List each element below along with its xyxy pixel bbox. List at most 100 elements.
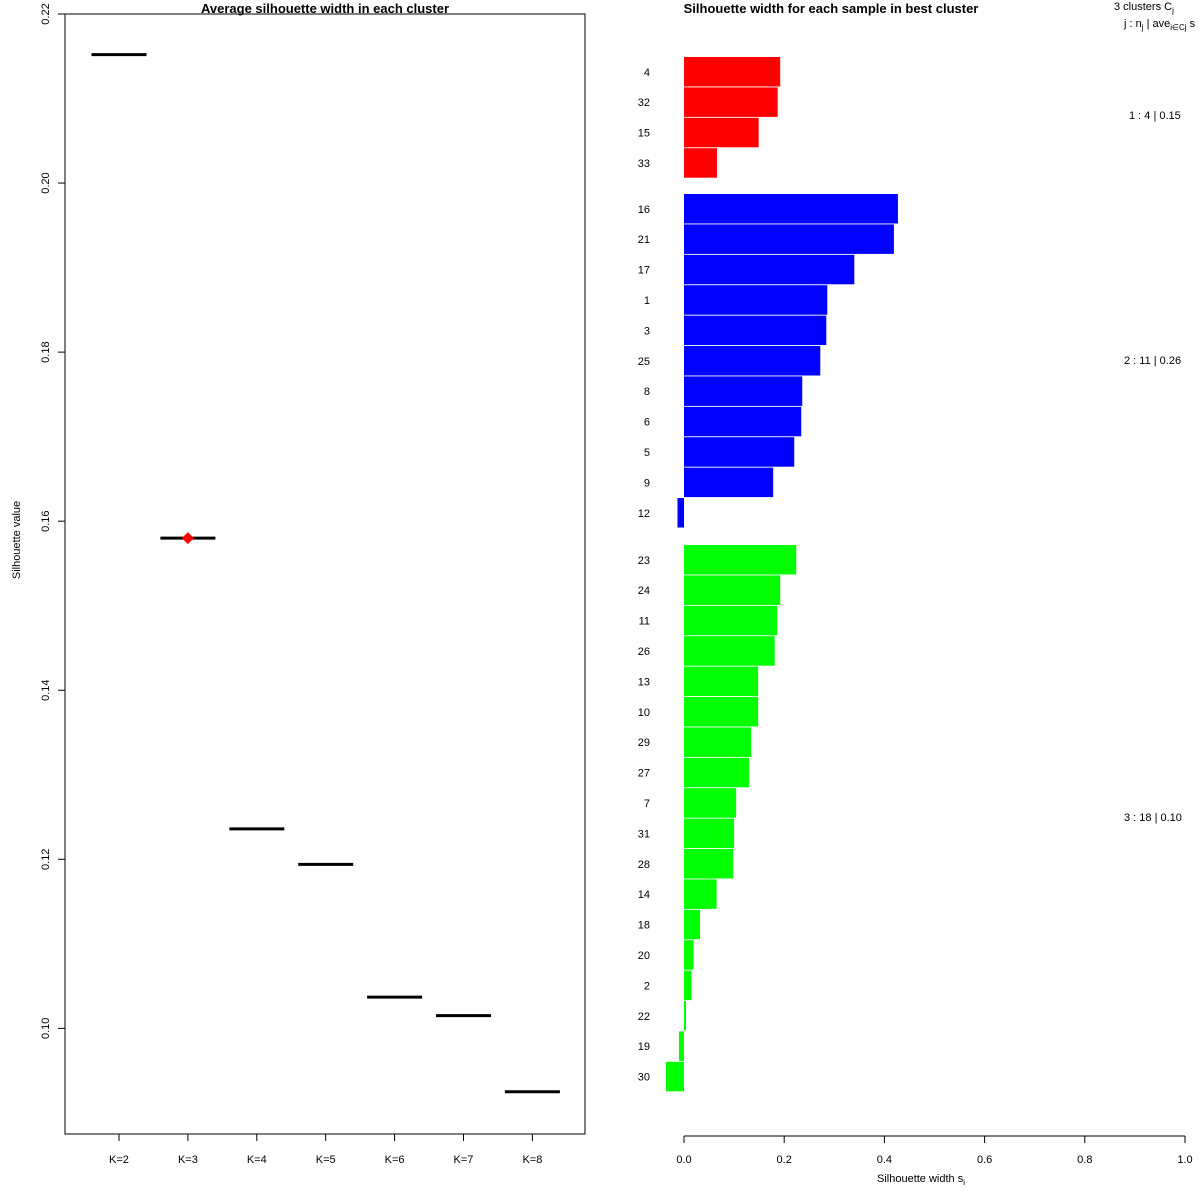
silhouette-bar-sample-19: [678, 1031, 684, 1061]
sample-label-13: 13: [638, 676, 650, 688]
cluster-1-summary: 1 : 4 | 0.15: [1129, 110, 1181, 122]
sample-label-23: 23: [638, 555, 650, 567]
silhouette-bar-sample-22: [684, 1001, 687, 1031]
silhouette-bar-sample-8: [684, 376, 803, 406]
sample-label-16: 16: [638, 204, 650, 216]
sample-label-10: 10: [638, 707, 650, 719]
left-y-tick-label: 0.16: [40, 510, 52, 531]
silhouette-bar-sample-24: [684, 575, 781, 605]
sample-label-32: 32: [638, 97, 650, 109]
silhouette-bar-sample-10: [684, 697, 759, 727]
sample-label-1: 1: [644, 295, 650, 307]
silhouette-bar-sample-15: [684, 117, 759, 148]
sample-label-4: 4: [644, 67, 650, 79]
sample-label-5: 5: [644, 447, 650, 459]
cluster-header-line2-text: j : n: [1123, 18, 1142, 30]
right-bars: 4321533162117132586591223241126131029277…: [638, 57, 898, 1092]
left-x-axis: K=2 K=3 K=4 K=5 K=6 K=7 K=8: [109, 1134, 542, 1166]
left-y-axis: 0.10 0.12 0.14 0.16 0.18 0.20 0.22: [40, 3, 66, 1039]
silhouette-bar-sample-25: [684, 346, 821, 376]
cluster-header-line2-mid: | ave: [1144, 18, 1171, 30]
left-x-tick-label: K=6: [385, 1154, 405, 1166]
left-y-tick-label: 0.14: [40, 680, 52, 701]
sample-label-8: 8: [644, 386, 650, 398]
silhouette-bar-sample-29: [684, 727, 752, 757]
right-x-tick-label: 0.0: [676, 1154, 691, 1166]
sample-label-3: 3: [644, 325, 650, 337]
right-x-axis-label: Silhouette width si: [877, 1173, 965, 1187]
left-plot-frame: [64, 13, 586, 1135]
left-y-axis-label: Silhouette value: [11, 501, 23, 579]
left-y-tick-label: 0.20: [40, 172, 52, 193]
cluster-3-summary: 3 : 18 | 0.10: [1124, 812, 1182, 824]
cluster-header-line1-sub: j: [1171, 6, 1174, 15]
silhouette-bar-sample-6: [684, 406, 802, 437]
left-chart-title: Average silhouette width in each cluster: [201, 1, 449, 16]
sample-label-25: 25: [638, 356, 650, 368]
silhouette-bar-sample-2: [684, 970, 692, 1001]
silhouette-bar-sample-20: [684, 940, 694, 970]
sample-label-21: 21: [638, 234, 650, 246]
silhouette-bar-sample-4: [684, 57, 781, 87]
sample-label-28: 28: [638, 859, 650, 871]
left-y-tick-label: 0.10: [40, 1018, 52, 1039]
silhouette-bar-sample-26: [684, 636, 775, 666]
silhouette-bar-sample-33: [684, 148, 718, 178]
silhouette-bar-sample-21: [684, 224, 894, 254]
best-k-marker: [181, 532, 194, 545]
silhouette-bar-sample-31: [684, 818, 735, 849]
silhouette-bar-sample-17: [684, 254, 855, 285]
right-x-tick-label: 1.0: [1177, 1154, 1192, 1166]
left-x-tick-label: K=3: [178, 1154, 198, 1166]
sample-label-17: 17: [638, 265, 650, 277]
sample-label-31: 31: [638, 828, 650, 840]
right-x-axis: 0.0 0.2 0.4 0.6 0.8 1.0: [676, 1135, 1193, 1166]
sample-label-29: 29: [638, 737, 650, 749]
sample-label-19: 19: [638, 1041, 650, 1053]
left-x-tick-label: K=4: [247, 1154, 267, 1166]
sample-label-15: 15: [638, 128, 650, 140]
silhouette-bar-sample-14: [684, 879, 717, 909]
silhouette-bar-sample-13: [684, 666, 759, 697]
right-x-tick-label: 0.6: [977, 1154, 992, 1166]
silhouette-bar-sample-23: [684, 545, 797, 575]
left-marks: [91, 53, 560, 1094]
right-chart-title: Silhouette width for each sample in best…: [684, 1, 979, 16]
silhouette-bar-sample-1: [684, 285, 828, 315]
left-y-tick-label: 0.22: [40, 3, 52, 24]
sample-label-14: 14: [638, 889, 650, 901]
left-x-tick-label: K=7: [454, 1154, 474, 1166]
left-x-tick-label: K=2: [109, 1154, 129, 1166]
silhouette-bar-sample-28: [684, 849, 734, 879]
silhouette-bar-sample-27: [684, 757, 750, 788]
left-panel-avg-silhouette: Average silhouette width in each cluster…: [11, 1, 586, 1166]
sample-label-27: 27: [638, 768, 650, 780]
silhouette-bar-sample-12: [677, 498, 684, 528]
right-x-tick-label: 0.4: [877, 1154, 892, 1166]
silhouette-bar-sample-3: [684, 315, 827, 346]
sample-label-18: 18: [638, 920, 650, 932]
left-x-tick-label: K=5: [316, 1154, 336, 1166]
cluster-header-line2-end: s: [1187, 18, 1196, 30]
silhouette-bar-sample-30: [665, 1061, 684, 1092]
sample-label-26: 26: [638, 646, 650, 658]
silhouette-bar-sample-18: [684, 909, 701, 940]
sample-label-20: 20: [638, 950, 650, 962]
silhouette-bar-sample-9: [684, 467, 774, 498]
left-y-tick-label: 0.12: [40, 849, 52, 870]
right-x-tick-label: 0.2: [777, 1154, 792, 1166]
right-x-axis-label-text: Silhouette width s: [877, 1173, 964, 1185]
sample-label-7: 7: [644, 798, 650, 810]
left-x-tick-label: K=8: [522, 1154, 542, 1166]
sample-label-24: 24: [638, 585, 650, 597]
silhouette-bar-sample-5: [684, 437, 795, 467]
sample-label-22: 22: [638, 1011, 650, 1023]
silhouette-bar-sample-11: [684, 605, 778, 636]
sample-label-2: 2: [644, 980, 650, 992]
right-x-axis-label-sub: i: [963, 1178, 965, 1187]
cluster-header-line2-sub2: i∈Cj: [1170, 23, 1187, 32]
cluster-header-line2: j : nj | avei∈Cj s: [1123, 18, 1196, 32]
silhouette-bar-sample-32: [684, 87, 778, 117]
left-y-tick-label: 0.18: [40, 341, 52, 362]
